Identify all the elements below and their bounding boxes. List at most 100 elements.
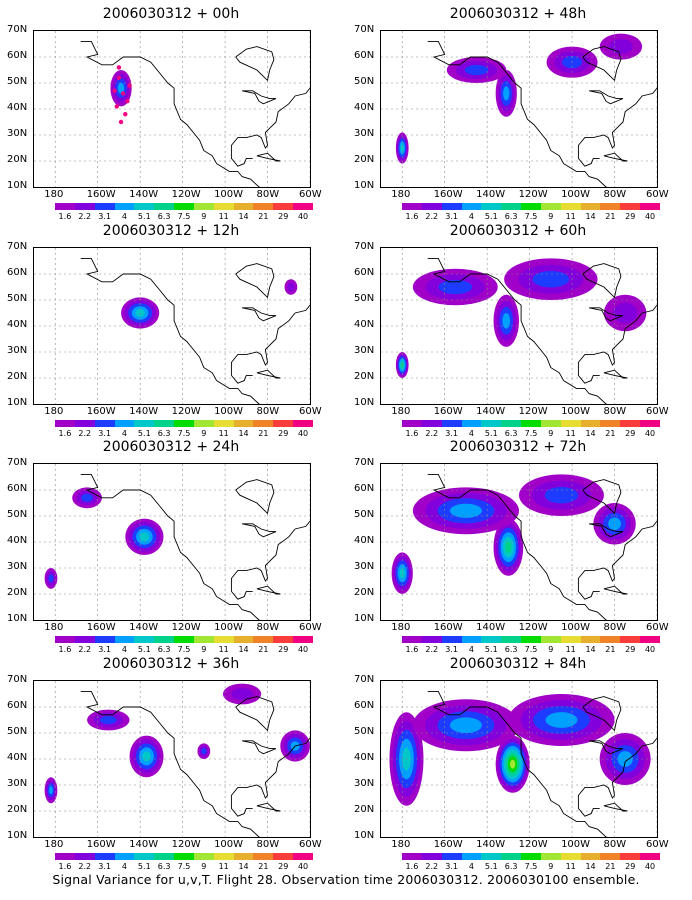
observation-point: [125, 99, 130, 104]
lon-label: 60W: [299, 622, 322, 633]
lon-label: 140W: [129, 189, 159, 200]
colorbar-swatch: [94, 420, 115, 427]
variance-contour: [142, 751, 151, 762]
colorbar-swatch: [213, 636, 234, 643]
colorbar-swatch: [421, 203, 442, 210]
variance-contour: [48, 574, 54, 583]
colorbar-label: 21: [605, 212, 616, 221]
lon-label: 80W: [256, 622, 280, 633]
colorbar-swatch: [560, 853, 581, 860]
coastline: [427, 40, 608, 187]
colorbar-swatch: [600, 420, 621, 427]
colorbar-swatch: [174, 853, 194, 860]
colorbar-label: 5.1: [137, 212, 151, 221]
colorbar-label: 14: [238, 645, 249, 654]
variance-contour: [532, 271, 570, 288]
colorbar-swatch: [154, 636, 175, 643]
lon-label: 100W: [561, 839, 591, 850]
colorbar-label: 5.1: [137, 645, 151, 654]
lon-label: 140W: [476, 189, 506, 200]
colorbar-label: 6.3: [157, 212, 171, 221]
colorbar-label: 7.5: [177, 212, 191, 221]
lon-label: 60W: [299, 406, 322, 417]
colorbar-swatch: [273, 420, 294, 427]
colorbar-swatch: [521, 203, 541, 210]
variance-contour: [438, 279, 473, 295]
colorbar-label: 14: [238, 429, 249, 438]
colorbar-swatch: [580, 853, 601, 860]
colorbar-swatch: [540, 203, 561, 210]
coastline: [235, 696, 275, 732]
colorbar-label: 4: [468, 212, 474, 221]
coastline: [589, 740, 624, 755]
lon-label: 160W: [86, 406, 116, 417]
lat-label: 30N: [7, 128, 28, 139]
lon-label: 100W: [561, 622, 591, 633]
colorbar-label: 9: [548, 862, 554, 871]
colorbar-label: 4: [121, 862, 127, 871]
lat-label: 70N: [7, 674, 28, 685]
colorbar-swatch: [74, 203, 95, 210]
lon-label: 80W: [603, 406, 627, 417]
lon-label: 60W: [299, 839, 322, 850]
variance-contour: [117, 82, 125, 94]
coastline: [80, 690, 261, 837]
colorbar-swatch: [560, 420, 581, 427]
observation-point: [116, 65, 122, 70]
map-panel: [33, 247, 311, 405]
colorbar-label: 2.2: [78, 212, 92, 221]
lat-label: 70N: [354, 457, 375, 468]
colorbar-swatch: [481, 853, 502, 860]
lat-label: 70N: [7, 457, 28, 468]
colorbar-swatch: [640, 636, 660, 643]
coastline: [235, 479, 275, 515]
lon-label: 160W: [433, 189, 463, 200]
colorbar-swatch: [233, 636, 254, 643]
colorbar-swatch: [213, 853, 234, 860]
coastline: [577, 87, 657, 167]
colorbar-swatch: [174, 636, 194, 643]
lon-label: 180: [391, 839, 411, 850]
colorbar-swatch: [174, 420, 194, 427]
coastline: [80, 257, 261, 404]
variance-contour: [81, 493, 93, 502]
lon-label: 140W: [129, 839, 159, 850]
coastline: [582, 263, 622, 299]
colorbar-label: 9: [548, 212, 554, 221]
lon-label: 60W: [646, 839, 669, 850]
colorbar-label: 14: [585, 862, 596, 871]
colorbar-swatch: [620, 636, 641, 643]
lon-label: 160W: [86, 189, 116, 200]
variance-contour: [449, 503, 482, 518]
variance-contour: [502, 312, 511, 329]
figure-caption: Signal Variance for u,v,T. Flight 28. Ob…: [52, 872, 640, 887]
colorbar-label: 40: [644, 645, 656, 654]
colorbar-label: 40: [644, 212, 656, 221]
colorbar-label: 1.6: [405, 862, 419, 871]
map-panel: [33, 680, 311, 838]
lat-label: 60N: [354, 700, 375, 711]
colorbar-label: 2.2: [425, 212, 439, 221]
colorbar-swatch: [560, 203, 581, 210]
colorbar-swatch: [55, 853, 75, 860]
coastline: [235, 263, 275, 299]
colorbar-label: 7.5: [177, 429, 191, 438]
lat-label: 50N: [7, 509, 28, 520]
colorbar-label: 40: [297, 645, 309, 654]
coastline: [256, 585, 281, 595]
colorbar-swatch: [580, 203, 601, 210]
coastline: [427, 473, 608, 620]
colorbar-label: 29: [278, 212, 289, 221]
lon-label: 60W: [646, 189, 669, 200]
lat-label: 20N: [354, 804, 375, 815]
lat-label: 50N: [354, 509, 375, 520]
lon-label: 140W: [129, 622, 159, 633]
lat-label: 60N: [7, 700, 28, 711]
lon-label: 120W: [518, 406, 548, 417]
lon-label: 160W: [86, 622, 116, 633]
colorbar: [402, 636, 660, 643]
lat-label: 20N: [7, 154, 28, 165]
lon-label: 160W: [433, 839, 463, 850]
variance-contour: [399, 568, 405, 579]
variance-contour: [503, 86, 510, 101]
